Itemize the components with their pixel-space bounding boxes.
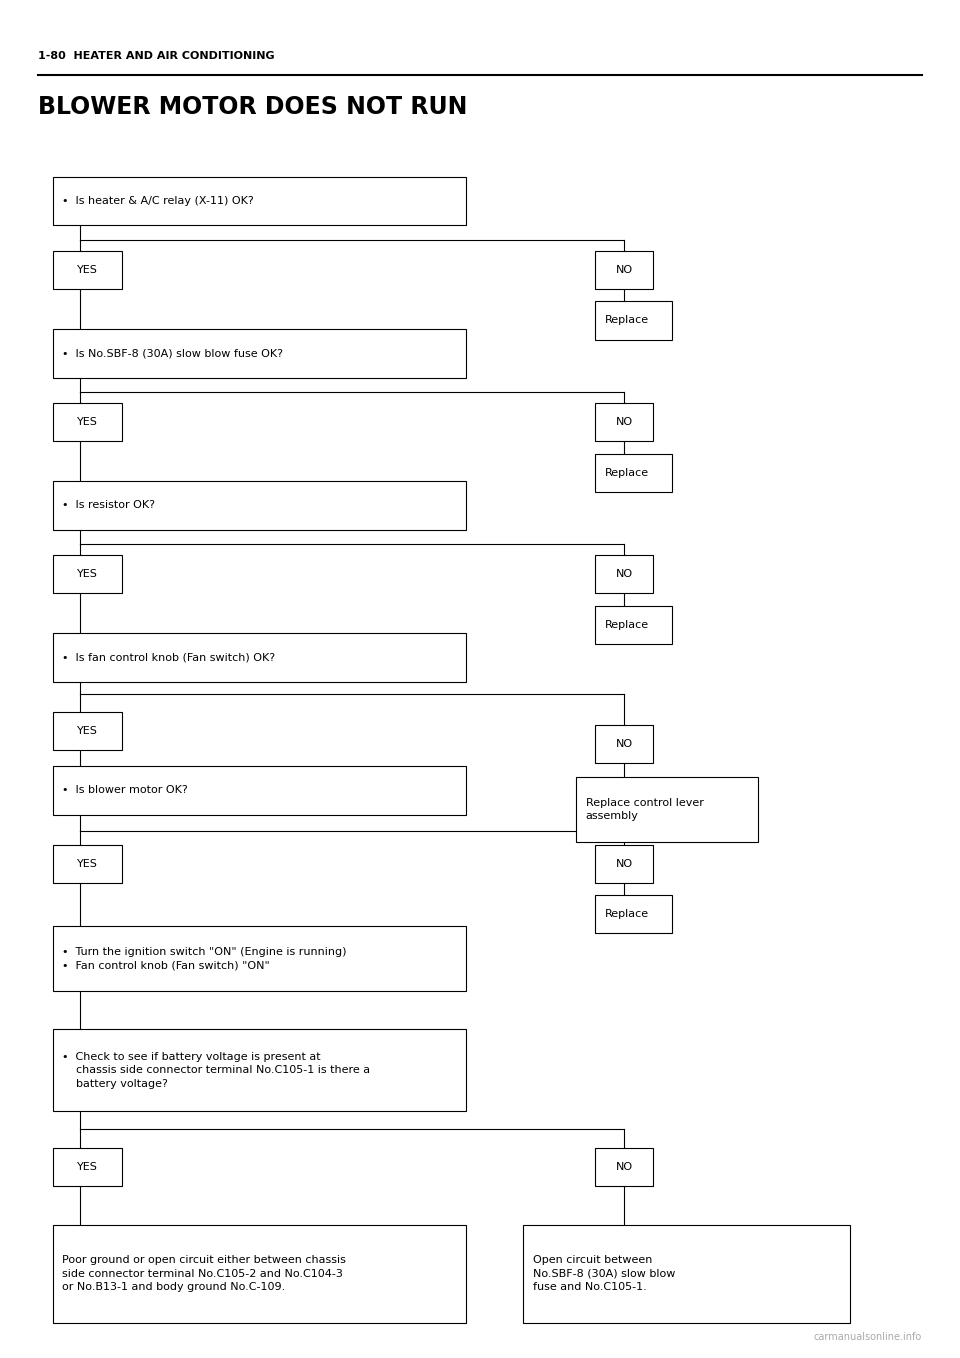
Text: YES: YES	[77, 1161, 98, 1172]
Bar	[53, 926, 466, 991]
Text: NO: NO	[615, 858, 633, 869]
Bar	[53, 329, 466, 378]
Bar	[53, 1029, 466, 1111]
Text: Open circuit between
No.SBF-8 (30A) slow blow
fuse and No.C105-1.: Open circuit between No.SBF-8 (30A) slow…	[533, 1255, 675, 1293]
Bar	[53, 845, 122, 883]
Text: Poor ground or open circuit either between chassis
side connector terminal No.C1: Poor ground or open circuit either betwe…	[62, 1255, 347, 1293]
Text: NO: NO	[615, 417, 633, 428]
Bar	[595, 895, 672, 933]
Bar	[595, 251, 653, 289]
Text: Replace: Replace	[605, 315, 649, 326]
Text: •  Check to see if battery voltage is present at
    chassis side connector term: • Check to see if battery voltage is pre…	[62, 1051, 371, 1089]
Bar	[53, 403, 122, 441]
Bar	[53, 177, 466, 225]
Text: 1-80  HEATER AND AIR CONDITIONING: 1-80 HEATER AND AIR CONDITIONING	[38, 52, 275, 61]
Bar	[595, 845, 653, 883]
Bar	[53, 766, 466, 815]
Bar	[53, 712, 122, 750]
Text: Replace: Replace	[605, 619, 649, 630]
Bar	[595, 403, 653, 441]
Text: YES: YES	[77, 725, 98, 736]
Text: •  Is No.SBF-8 (30A) slow blow fuse OK?: • Is No.SBF-8 (30A) slow blow fuse OK?	[62, 348, 283, 359]
Text: YES: YES	[77, 265, 98, 276]
Bar	[595, 1148, 653, 1186]
Text: Replace control lever
assembly: Replace control lever assembly	[586, 797, 704, 822]
Text: BLOWER MOTOR DOES NOT RUN: BLOWER MOTOR DOES NOT RUN	[38, 95, 468, 120]
Bar	[53, 1148, 122, 1186]
Text: NO: NO	[615, 569, 633, 580]
Bar	[53, 481, 466, 530]
Text: •  Is fan control knob (Fan switch) OK?: • Is fan control knob (Fan switch) OK?	[62, 652, 276, 663]
Bar	[53, 1225, 466, 1323]
Text: •  Is resistor OK?: • Is resistor OK?	[62, 500, 156, 511]
Text: •  Turn the ignition switch "ON" (Engine is running)
•  Fan control knob (Fan sw: • Turn the ignition switch "ON" (Engine …	[62, 947, 347, 971]
Text: Replace: Replace	[605, 909, 649, 919]
Bar	[53, 251, 122, 289]
Text: carmanualsonline.info: carmanualsonline.info	[813, 1332, 922, 1342]
Text: YES: YES	[77, 569, 98, 580]
Text: YES: YES	[77, 858, 98, 869]
Text: •  Is blower motor OK?: • Is blower motor OK?	[62, 785, 188, 796]
Bar	[595, 606, 672, 644]
Bar	[576, 777, 758, 842]
Text: •  Is heater & A/C relay (X-11) OK?: • Is heater & A/C relay (X-11) OK?	[62, 196, 254, 206]
Bar	[595, 725, 653, 763]
Text: YES: YES	[77, 417, 98, 428]
Bar	[595, 555, 653, 593]
Bar	[595, 301, 672, 340]
Bar	[595, 454, 672, 492]
Bar	[53, 633, 466, 682]
Bar	[53, 555, 122, 593]
Text: NO: NO	[615, 739, 633, 750]
Text: NO: NO	[615, 265, 633, 276]
Text: Replace: Replace	[605, 467, 649, 478]
Text: NO: NO	[615, 1161, 633, 1172]
Bar	[523, 1225, 850, 1323]
